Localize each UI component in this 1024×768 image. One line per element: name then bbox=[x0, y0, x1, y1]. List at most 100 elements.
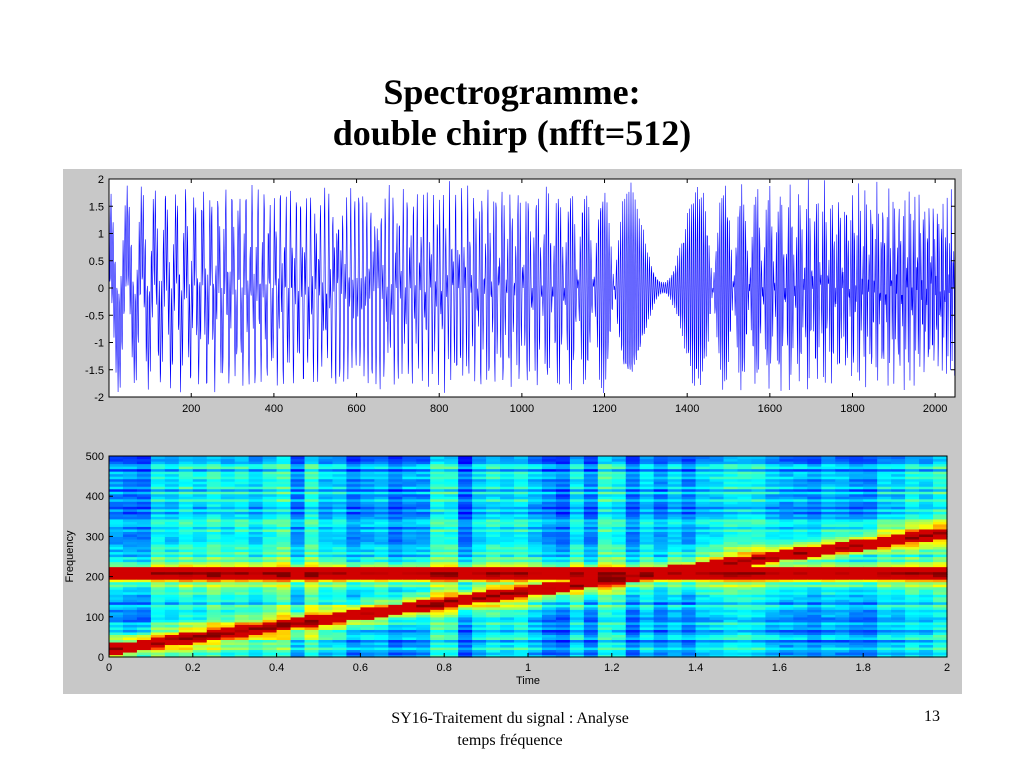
spectrogram-cell bbox=[164, 543, 180, 548]
spectrogram-cell bbox=[667, 569, 683, 573]
spectrogram-cell bbox=[751, 566, 767, 570]
spectrogram-cell bbox=[360, 601, 375, 605]
spectrogram-cell bbox=[807, 564, 822, 568]
spectrogram-cell bbox=[374, 596, 389, 600]
spectrogram-cell bbox=[346, 503, 361, 507]
spectrogram-cell bbox=[835, 584, 850, 588]
spectrogram-cell bbox=[583, 631, 599, 635]
spectrogram-cell bbox=[178, 551, 194, 555]
spectrogram-cell bbox=[681, 611, 697, 615]
spectrogram-cell bbox=[234, 596, 250, 600]
spectrogram-cell bbox=[653, 574, 669, 578]
spectrogram-cell bbox=[653, 579, 669, 583]
spectrogram-cell bbox=[192, 543, 208, 548]
spectrogram-cell bbox=[611, 511, 627, 515]
spectrogram-cell bbox=[807, 486, 822, 490]
spectrogram-cell bbox=[569, 518, 585, 522]
spectrogram-cell bbox=[150, 559, 166, 563]
spectrogram-cell bbox=[611, 586, 627, 590]
spectrogram-cell bbox=[178, 528, 194, 532]
spectrogram-cell bbox=[514, 543, 529, 548]
spectrogram-cell bbox=[933, 501, 948, 505]
spectrogram-cell bbox=[681, 596, 697, 600]
spectrogram-cell bbox=[807, 456, 822, 460]
spectrogram-cell bbox=[877, 631, 892, 635]
spectrogram-cell bbox=[122, 601, 138, 605]
spectrogram-cell bbox=[332, 594, 348, 598]
spectrogram-cell bbox=[290, 584, 306, 588]
spectrogram-cell bbox=[486, 461, 501, 465]
spectrogram-cell bbox=[402, 528, 417, 532]
spectrogram-cell bbox=[248, 621, 264, 625]
spectrogram-cell bbox=[346, 589, 361, 593]
spectrogram-cell bbox=[709, 456, 725, 460]
spectrogram-cell bbox=[290, 619, 306, 623]
spectrogram-cell bbox=[178, 531, 194, 535]
spectrogram-cell bbox=[555, 526, 571, 530]
spectrogram-cell bbox=[262, 564, 278, 568]
spectrogram-cell bbox=[933, 516, 948, 520]
spectrogram-cell bbox=[514, 614, 529, 618]
spectrogram-cell bbox=[332, 619, 348, 623]
spectrogram-cell bbox=[807, 579, 822, 583]
spectrogram-cell bbox=[109, 456, 124, 460]
spectrogram-cell bbox=[304, 559, 320, 563]
spectrogram-cell bbox=[514, 496, 529, 500]
spectrogram-cell bbox=[597, 521, 613, 525]
spectrogram-cell bbox=[528, 556, 543, 560]
spectrogram-cell bbox=[500, 471, 515, 475]
spectrogram-cell bbox=[360, 634, 375, 638]
spectrogram-cell bbox=[737, 521, 753, 525]
spectrogram-cell bbox=[541, 586, 557, 590]
spectrogram-cell bbox=[667, 599, 683, 603]
spectrogram-cell bbox=[192, 506, 208, 510]
spectrogram-cell bbox=[835, 574, 850, 578]
spectrogram-cell bbox=[416, 619, 431, 623]
spectrogram-cell bbox=[248, 654, 264, 658]
spectrogram-cell bbox=[178, 523, 194, 527]
spectrogram-cell bbox=[891, 553, 906, 558]
spectrogram-cell bbox=[402, 486, 417, 490]
spectrogram-cell bbox=[625, 629, 641, 633]
spectrogram-cell bbox=[905, 576, 920, 580]
spectrogram-cell bbox=[122, 468, 138, 472]
spectrogram-cell bbox=[695, 626, 711, 630]
spectrogram-cell bbox=[751, 466, 767, 470]
spectrogram-cell bbox=[360, 594, 375, 598]
spectrogram-cell bbox=[807, 513, 822, 517]
spectrogram-cell bbox=[611, 538, 627, 543]
spectrogram-cell bbox=[695, 649, 711, 653]
spectrogram-cell bbox=[793, 556, 808, 560]
spectrogram-cell bbox=[514, 566, 529, 570]
spectrogram-cell bbox=[877, 576, 892, 580]
spectrogram-cell bbox=[835, 536, 850, 540]
spectrogram-cell bbox=[541, 594, 557, 598]
spectrogram-cell bbox=[807, 639, 822, 643]
spectrogram-cell bbox=[639, 611, 655, 615]
spectrogram-cell bbox=[528, 486, 543, 490]
spectrogram-cell bbox=[653, 498, 669, 502]
spectrogram-cell bbox=[919, 498, 934, 502]
spectrogram-cell bbox=[919, 461, 934, 465]
spectrogram-cell bbox=[653, 496, 669, 500]
spectrogram-cell bbox=[150, 518, 166, 522]
spectrogram-cell bbox=[402, 589, 417, 593]
spectrogram-cell bbox=[374, 538, 389, 543]
spectrogram-cell bbox=[332, 571, 348, 575]
spectrogram-cell bbox=[486, 609, 501, 613]
spectrogram-cell bbox=[262, 616, 278, 620]
spectrogram-cell bbox=[318, 646, 334, 651]
spectrogram-cell bbox=[835, 476, 850, 480]
spectrogram-cell bbox=[835, 548, 850, 553]
spectrogram-cell bbox=[458, 518, 473, 522]
spectrogram-cell bbox=[276, 496, 292, 500]
spectrogram-cell bbox=[919, 604, 934, 608]
spectrogram-cell bbox=[304, 569, 320, 573]
spectrogram-cell bbox=[653, 508, 669, 512]
spectrogram-cell bbox=[793, 591, 808, 595]
spectrogram-cell bbox=[346, 508, 361, 512]
spectrogram-cell bbox=[430, 609, 445, 613]
spectrogram-cell bbox=[276, 486, 292, 490]
spectrogram-cell bbox=[583, 511, 599, 515]
spectrogram-cell bbox=[332, 461, 348, 465]
